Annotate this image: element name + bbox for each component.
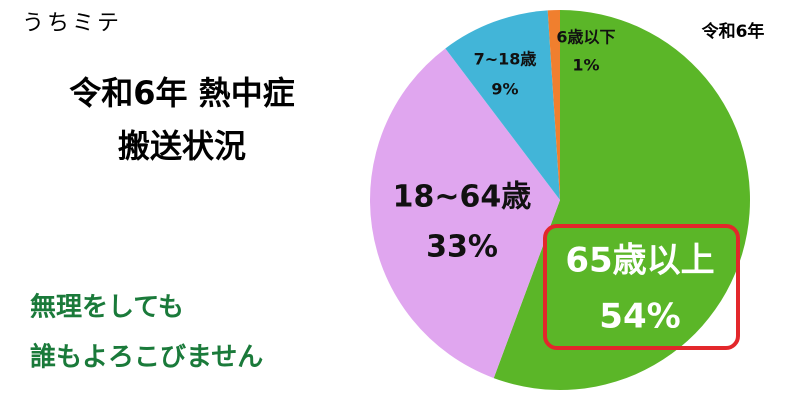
brand: うちミテ xyxy=(22,11,122,36)
value-label: 54% xyxy=(599,297,680,337)
note: 誰もよろこびません xyxy=(30,342,263,373)
pie-slice xyxy=(370,48,560,379)
chart-subtitle: 令和6年 xyxy=(702,21,765,42)
value-label: 33% xyxy=(426,230,498,265)
chart-title: 搬送状況 xyxy=(118,127,246,165)
slice-label: 7~18歳 xyxy=(474,50,537,69)
chart-title: 令和6年 熱中症 xyxy=(69,74,294,112)
value-label: 9% xyxy=(491,80,518,99)
slice-label: 6歳以下 xyxy=(556,28,615,47)
value-label: 1% xyxy=(572,56,599,75)
pie-slice xyxy=(445,10,560,200)
pie-slice xyxy=(547,10,560,200)
pie-slice xyxy=(493,10,750,391)
slice-label: 65歳以上 xyxy=(565,241,714,281)
slice-label: 18~64歳 xyxy=(393,180,532,215)
note: 無理をしても xyxy=(30,293,184,323)
highlight-box xyxy=(543,224,740,350)
